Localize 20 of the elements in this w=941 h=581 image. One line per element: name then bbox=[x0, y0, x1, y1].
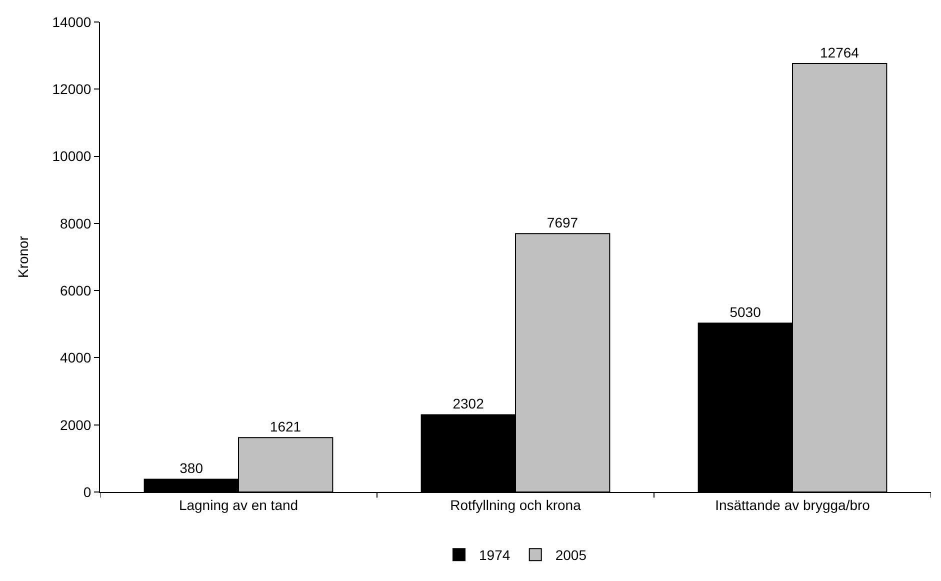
y-tick-label: 4000 bbox=[60, 350, 92, 366]
x-tick-label: Rotfyllning och krona bbox=[450, 496, 582, 513]
y-tick-label: 10000 bbox=[52, 148, 92, 164]
data-label: 2302 bbox=[452, 396, 484, 412]
data-label: 1621 bbox=[270, 418, 302, 435]
y-tick-label: 6000 bbox=[60, 282, 92, 298]
x-tick-label: Insättande av brygga/bro bbox=[715, 496, 870, 513]
y-tick-label: 2000 bbox=[60, 416, 92, 433]
y-tick-label: 0 bbox=[83, 484, 92, 500]
y-axis-title: Kronor bbox=[14, 236, 31, 278]
x-tick-label: Lagning av en tand bbox=[178, 496, 298, 513]
y-tick-label: 8000 bbox=[60, 215, 92, 232]
y-tick-label: 14000 bbox=[52, 14, 92, 30]
data-label: 12764 bbox=[820, 44, 860, 60]
legend-label: 2005 bbox=[555, 547, 587, 564]
data-label: 5030 bbox=[730, 304, 762, 320]
legend-label: 1974 bbox=[479, 547, 510, 564]
y-tick-label: 12000 bbox=[52, 81, 92, 98]
data-label: 380 bbox=[180, 460, 204, 476]
data-label: 7697 bbox=[546, 214, 578, 231]
